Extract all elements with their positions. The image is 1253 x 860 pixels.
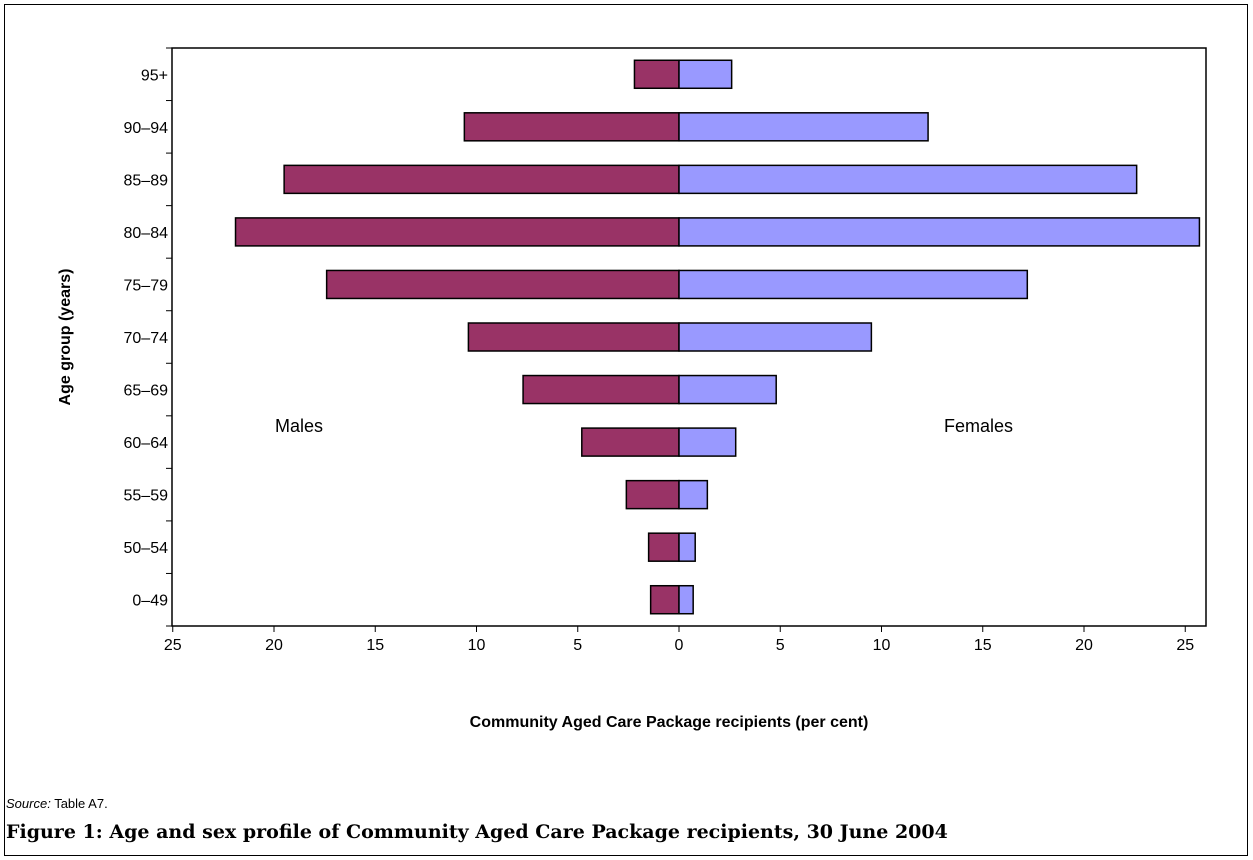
bar-males-85–89: [283, 164, 680, 195]
plot-area: [171, 47, 1207, 627]
bar-males-70–74: [467, 322, 680, 352]
bar-males-75–79: [325, 269, 680, 300]
source-label: Source:: [6, 796, 51, 811]
y-tick-label: 70–74: [124, 330, 169, 347]
x-tick-label: 5: [573, 637, 582, 654]
x-tick-label: 10: [873, 637, 891, 654]
y-tick-label: 95+: [141, 67, 168, 84]
x-tick-label: 20: [265, 637, 283, 654]
source-text: Table A7.: [54, 796, 108, 811]
bar-males-0–49: [649, 584, 680, 615]
bar-females-75–79: [678, 269, 1029, 300]
bar-males-90–94: [463, 112, 680, 142]
x-axis-title: Community Aged Care Package recipients (…: [470, 714, 869, 731]
x-tick-label: 15: [974, 637, 992, 654]
y-tick-label: 0–49: [132, 593, 168, 610]
bar-males-65–69: [522, 374, 680, 405]
y-tick-label: 50–54: [124, 540, 169, 557]
bar-females-60–64: [678, 427, 737, 457]
bar-females-65–69: [678, 374, 777, 405]
bar-females-70–74: [678, 322, 873, 352]
x-ticks-group: 25 20 15 10 5 0 5 10 15 20 25: [164, 626, 1194, 654]
bar-males-80–84: [234, 217, 680, 247]
x-tick-label: 20: [1075, 637, 1093, 654]
bar-females-90–94: [678, 112, 929, 142]
bar-males-95+: [633, 59, 680, 90]
x-tick-label: 25: [1176, 637, 1194, 654]
x-tick-label: 25: [164, 637, 182, 654]
bar-females-80–84: [678, 217, 1201, 247]
bar-females-55–59: [678, 479, 709, 510]
y-tick-label: 80–84: [124, 225, 169, 242]
y-tick-label: 75–79: [124, 277, 169, 294]
bar-females-85–89: [678, 164, 1138, 195]
y-tick-label: 65–69: [124, 383, 169, 400]
y-axis-title: Age group (years): [57, 269, 74, 406]
figure-frame: [4, 4, 1248, 856]
source-note: Source: Table A7.: [6, 796, 108, 811]
y-tick-label: 85–89: [124, 172, 169, 189]
bar-males-50–54: [647, 532, 680, 562]
y-tick-label: 90–94: [124, 120, 169, 137]
bar-females-50–54: [678, 532, 696, 562]
bar-females-0–49: [678, 584, 694, 615]
pyramid-chart: 0–49 50–54 55–59 60–64 65–69 70–74 75–79 80–84 8…: [57, 47, 1207, 731]
females-label: Females: [944, 416, 1013, 436]
bars-group: [234, 59, 1201, 615]
y-ticks-group: 0–49 50–54 55–59 60–64 65–69 70–74 75–79 80–84 8…: [124, 47, 172, 627]
y-tick-label: 55–59: [124, 488, 169, 505]
bar-males-60–64: [581, 427, 680, 457]
x-tick-label: 5: [776, 637, 785, 654]
x-tick-label: 0: [675, 637, 684, 654]
figure-caption: Figure 1: Age and sex profile of Communi…: [6, 821, 948, 843]
x-tick-label: 10: [468, 637, 486, 654]
y-tick-label: 60–64: [124, 435, 169, 452]
bar-females-95+: [678, 59, 733, 90]
bar-males-55–59: [625, 479, 680, 510]
males-label: Males: [275, 416, 323, 436]
x-tick-label: 15: [366, 637, 384, 654]
